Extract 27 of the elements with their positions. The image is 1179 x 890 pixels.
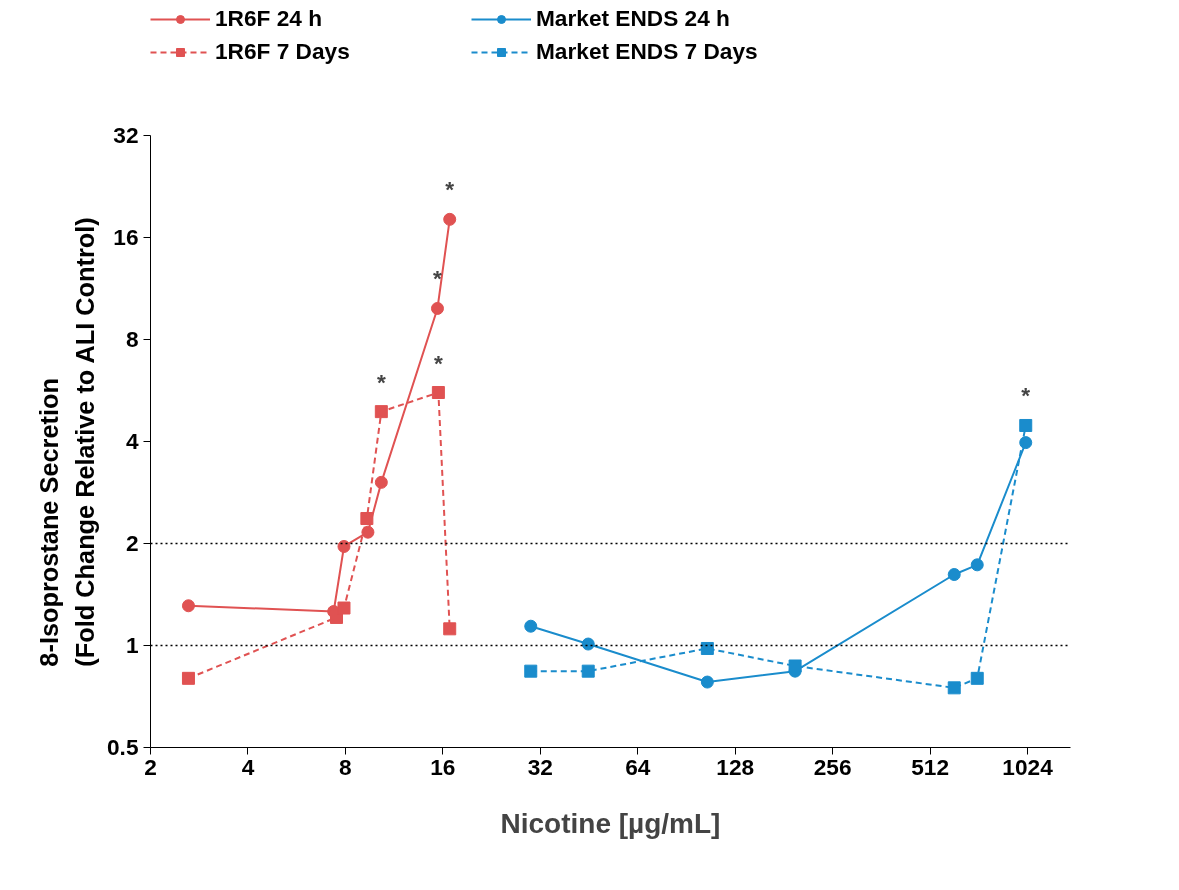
x-tick-label: 64 [625,753,651,780]
legend-label: 1R6F 24 h [215,5,324,32]
y-tick-label: 4 [125,428,139,454]
x-axis-title: Nicotine [µg/mL] [500,807,721,839]
y-tick-label: 8 [125,326,139,352]
legend-label: Market ENDS 7 Days [536,38,759,65]
x-tick-label: 512 [911,753,949,780]
x-tick-label: 2 [144,753,157,780]
annotation: * [445,176,455,203]
annotation: * [1021,382,1031,409]
x-tick-label: 128 [716,753,755,780]
annotation: * [433,349,443,376]
y-tick-label: 1 [125,632,139,658]
y-tick-label: 2 [125,530,139,556]
x-tick-label: 4 [241,753,255,780]
x-tick-label: 1024 [1002,753,1054,780]
legend-label: 1R6F 7 Days [215,38,351,65]
x-tick-label: 32 [527,753,553,780]
annotation: * [376,368,386,395]
y-tick-label: 32 [113,122,139,148]
x-tick-label: 16 [430,753,456,780]
y-axis-title: 8-Isoprostane Secretion (Fold Change Relative to ALI Control) [35,217,100,667]
x-tick-label: 256 [813,753,852,780]
x-tick-label: 8 [339,753,352,780]
y-tick-label: 0.5 [107,734,139,760]
y-tick-label: 16 [113,224,139,250]
legend-label: Market ENDS 24 h [536,5,731,32]
